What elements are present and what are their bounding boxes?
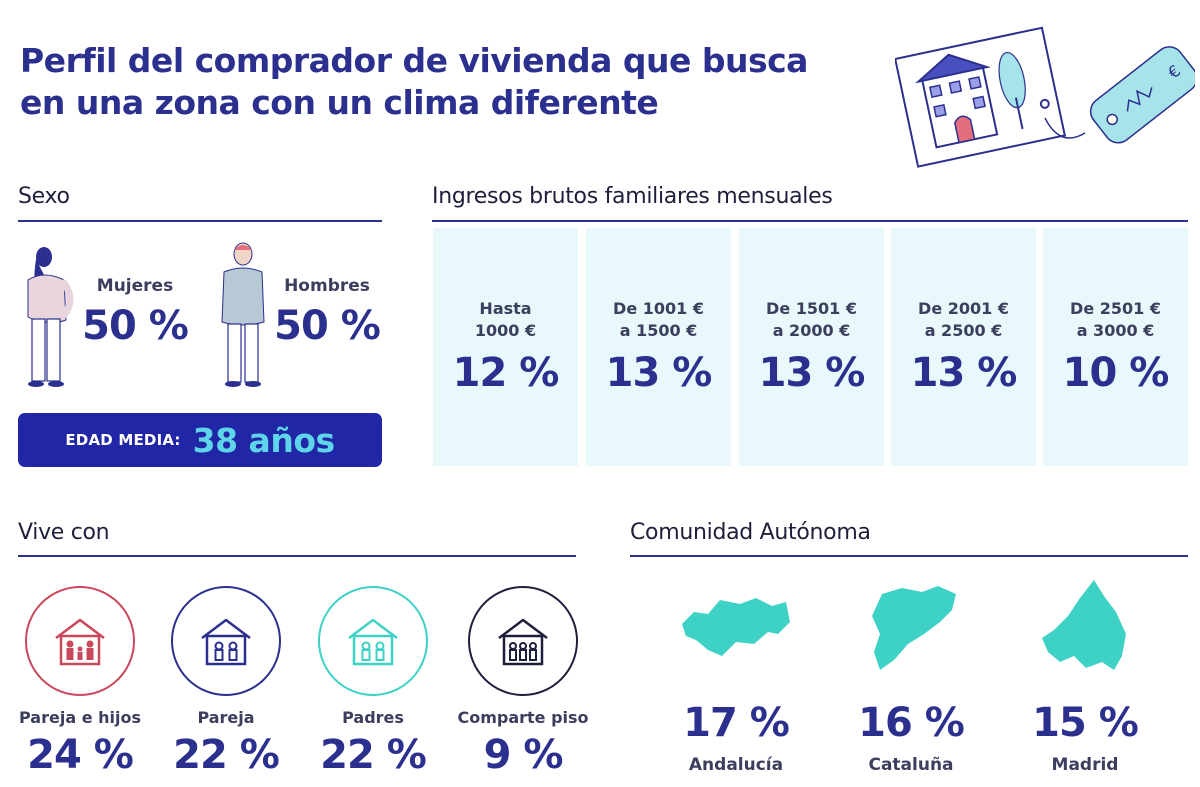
edad-media-label: EDAD MEDIA: — [65, 431, 181, 449]
page-title-line-1: Perfil del comprador de vivienda que bus… — [20, 41, 808, 80]
income-box: De 2001 € a 2500 € 13 % — [891, 228, 1036, 466]
page-title: Perfil del comprador de vivienda que bus… — [20, 40, 880, 124]
ingresos-divider — [432, 220, 1188, 222]
cataluna-map-icon — [872, 586, 956, 670]
income-box: De 2501 € a 3000 € 10 % — [1043, 228, 1188, 466]
vive-con-value: 9 % — [483, 732, 564, 778]
vive-con-divider — [18, 555, 576, 557]
income-value: 13 % — [758, 350, 866, 396]
income-range-line-2: a 2000 € — [772, 321, 851, 340]
vive-con-label: Pareja e hijos — [19, 708, 141, 727]
income-value: 12 % — [452, 350, 560, 396]
income-range: De 1501 € a 2000 € — [739, 298, 884, 342]
income-range-line-2: a 2500 € — [924, 321, 1003, 340]
mujeres-label: Mujeres — [96, 276, 174, 296]
mujeres-value: 50 % — [82, 303, 189, 349]
income-range: Hasta 1000 € — [433, 298, 578, 342]
edad-media-value: 38 años — [192, 420, 336, 460]
ingresos-section-title: Ingresos brutos familiares mensuales — [432, 184, 833, 209]
vive-con-section-title: Vive con — [18, 520, 110, 545]
vive-con-value: 22 % — [173, 732, 280, 778]
man-figure-icon — [221, 242, 265, 387]
income-range-line-1: De 2501 € — [1070, 299, 1161, 318]
region-label: Madrid — [1051, 755, 1119, 775]
income-range-line-2: a 1500 € — [619, 321, 698, 340]
region-value: 17 % — [683, 700, 790, 746]
region-value: 15 % — [1032, 700, 1139, 746]
region-label: Cataluña — [868, 755, 954, 775]
region-value: 16 % — [858, 700, 965, 746]
house-parents-icon — [318, 586, 428, 696]
income-value: 13 % — [910, 350, 1018, 396]
income-range-line-1: De 2001 € — [918, 299, 1009, 318]
income-range-line-2: a 3000 € — [1076, 321, 1155, 340]
vive-con-value: 22 % — [320, 732, 427, 778]
vive-con-value: 24 % — [27, 732, 134, 778]
comunidad-divider — [630, 555, 1188, 557]
house-for-sale-illustration: € — [895, 26, 1195, 168]
income-range-line-1: Hasta — [479, 299, 532, 318]
andalucia-map-icon — [682, 598, 790, 656]
income-range-line-1: De 1501 € — [766, 299, 857, 318]
comunidad-section-title: Comunidad Autónoma — [630, 520, 871, 545]
income-value: 13 % — [605, 350, 713, 396]
house-couple-icon — [171, 586, 281, 696]
madrid-map-icon — [1042, 580, 1126, 670]
hombres-value: 50 % — [274, 303, 381, 349]
income-box: De 1001 € a 1500 € 13 % — [586, 228, 731, 466]
income-box: De 1501 € a 2000 € 13 % — [739, 228, 884, 466]
income-range: De 1001 € a 1500 € — [586, 298, 731, 342]
region-label: Andalucía — [688, 755, 784, 775]
income-range: De 2501 € a 3000 € — [1043, 298, 1188, 342]
vive-con-label: Comparte piso — [457, 708, 589, 727]
income-value: 10 % — [1062, 350, 1170, 396]
house-shared-icon — [468, 586, 578, 696]
income-range: De 2001 € a 2500 € — [891, 298, 1036, 342]
vive-con-label: Padres — [342, 708, 404, 727]
edad-media-bar: EDAD MEDIA: 38 años — [18, 413, 382, 467]
hombres-label: Hombres — [284, 276, 370, 296]
page-title-line-2: en una zona con un clima diferente — [20, 83, 659, 122]
income-range-line-1: De 1001 € — [613, 299, 704, 318]
woman-figure-icon — [27, 247, 74, 387]
sexo-section-title: Sexo — [18, 184, 70, 209]
income-range-line-2: 1000 € — [474, 321, 537, 340]
house-family-icon — [25, 586, 135, 696]
income-box: Hasta 1000 € 12 % — [433, 228, 578, 466]
sexo-divider — [18, 220, 382, 222]
vive-con-label: Pareja — [197, 708, 255, 727]
